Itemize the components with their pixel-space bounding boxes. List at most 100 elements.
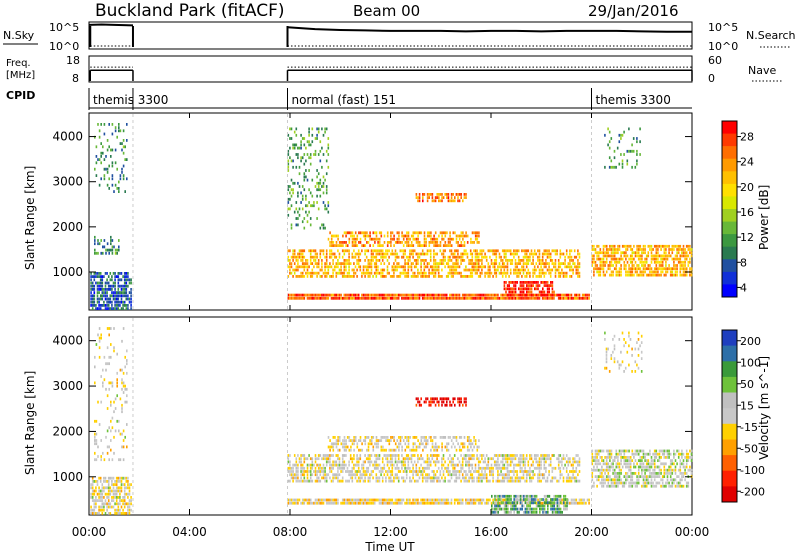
- heatmap-cell: [407, 271, 410, 275]
- freq-left-tick-top: 18: [66, 54, 80, 67]
- heatmap-cell: [463, 268, 466, 272]
- heatmap-cell: [309, 143, 312, 147]
- heatmap-cell: [101, 288, 104, 291]
- heatmap-cell: [123, 272, 126, 275]
- heatmap-cell: [399, 470, 402, 473]
- heatmap-cell: [537, 479, 539, 483]
- heatmap-cell: [490, 473, 493, 477]
- heatmap-cell: [338, 244, 341, 247]
- heatmap-cell: [327, 137, 330, 140]
- heatmap-cell: [107, 492, 110, 496]
- heatmap-cell: [565, 460, 568, 464]
- heatmap-cell: [322, 181, 325, 185]
- heatmap-cell: [321, 265, 323, 269]
- heatmap-cell: [549, 463, 552, 467]
- heatmap-cell: [494, 494, 496, 498]
- heatmap-cell: [572, 262, 574, 265]
- heatmap-cell: [505, 507, 507, 511]
- heatmap-cell: [314, 185, 317, 188]
- heatmap-cell: [396, 460, 398, 464]
- heatmap-cell: [541, 296, 544, 300]
- heatmap-cell: [115, 291, 118, 294]
- heatmap-cell: [301, 255, 304, 259]
- heatmap-cell: [530, 463, 533, 467]
- heatmap-cell: [434, 244, 437, 247]
- heatmap-cell: [629, 254, 632, 258]
- heatmap-cell: [370, 460, 373, 464]
- heatmap-cell: [577, 473, 579, 477]
- heatmap-cell: [119, 432, 122, 436]
- heatmap-cell: [389, 470, 392, 473]
- heatmap-cell: [444, 255, 446, 259]
- heatmap-cell: [500, 470, 502, 473]
- heatmap-cell: [335, 271, 338, 275]
- heatmap-cell: [492, 457, 494, 461]
- heatmap-cell: [613, 267, 616, 271]
- heatmap-cell: [396, 445, 399, 449]
- heatmap-cell: [401, 463, 403, 467]
- heatmap-cell: [385, 457, 387, 461]
- heatmap-cell: [561, 473, 563, 477]
- heatmap-cell: [433, 234, 435, 238]
- heatmap-cell: [322, 249, 325, 253]
- heatmap-cell: [378, 454, 381, 457]
- heatmap-cell: [525, 249, 528, 253]
- heatmap-cell: [90, 505, 92, 509]
- heatmap-cell: [309, 153, 312, 156]
- heatmap-cell: [415, 436, 418, 439]
- heatmap-cell: [348, 501, 350, 505]
- heatmap-cell: [575, 470, 578, 473]
- heatmap-cell: [465, 473, 467, 477]
- heatmap-cell: [445, 501, 448, 505]
- heatmap-cell: [319, 181, 322, 185]
- heatmap-cell: [460, 498, 462, 502]
- heatmap-cell: [102, 251, 104, 255]
- heatmap-cell: [537, 255, 539, 259]
- heatmap-cell: [373, 271, 376, 275]
- heatmap-cell: [460, 275, 462, 278]
- heatmap-cell: [543, 271, 546, 275]
- heatmap-cell: [370, 293, 373, 297]
- heatmap-cell: [346, 259, 349, 262]
- heatmap-cell: [343, 436, 346, 439]
- heatmap-cell: [380, 445, 383, 449]
- heatmap-cell: [442, 237, 445, 241]
- heatmap-cell: [482, 249, 485, 253]
- heatmap-cell: [309, 466, 312, 470]
- heatmap-cell: [295, 201, 298, 204]
- heatmap-cell: [434, 259, 437, 262]
- heatmap-cell: [673, 248, 675, 251]
- heatmap-cell: [465, 463, 467, 467]
- heatmap-cell: [311, 460, 314, 464]
- heatmap-cell: [453, 268, 456, 272]
- heatmap-cell: [449, 199, 451, 203]
- heatmap-cell: [575, 501, 578, 505]
- heatmap-cell: [351, 473, 354, 477]
- heatmap-cell: [349, 457, 352, 461]
- heatmap-cell: [290, 470, 293, 473]
- heatmap-cell: [417, 196, 419, 199]
- heatmap-cell: [374, 237, 376, 241]
- heatmap-cell: [444, 241, 447, 244]
- heatmap-cell: [628, 267, 630, 271]
- heatmap-cell: [513, 290, 515, 294]
- heatmap-cell: [378, 249, 381, 253]
- heatmap-cell: [356, 259, 358, 262]
- heatmap-cell: [540, 268, 542, 272]
- heatmap-cell: [425, 265, 427, 269]
- heatmap-cell: [386, 244, 389, 247]
- heatmap-cell: [431, 271, 434, 275]
- heatmap-cell: [308, 470, 310, 473]
- heatmap-cell: [473, 436, 475, 439]
- heatmap-cell: [295, 217, 298, 220]
- heatmap-cell: [126, 362, 128, 366]
- heatmap-cell: [128, 508, 131, 512]
- heatmap-cell: [513, 296, 515, 300]
- heatmap-cell: [380, 448, 383, 452]
- heatmap-cell: [117, 288, 120, 291]
- heatmap-cell: [615, 251, 618, 255]
- heatmap-cell: [509, 457, 512, 461]
- heatmap-cell: [409, 249, 411, 253]
- heatmap-cell: [124, 365, 126, 369]
- heatmap-cell: [490, 262, 493, 265]
